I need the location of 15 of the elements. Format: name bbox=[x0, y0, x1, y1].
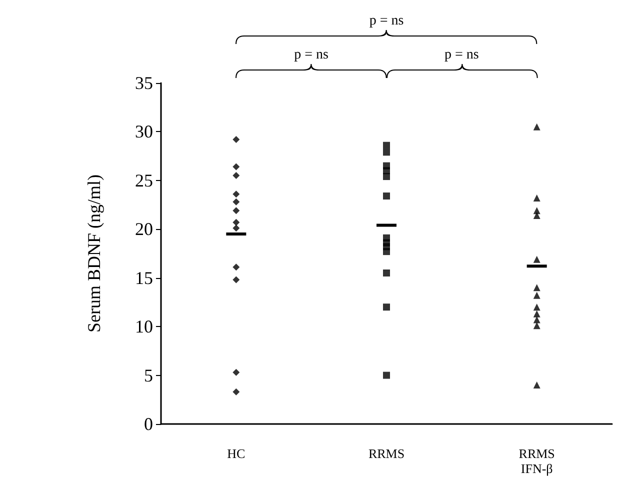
x-tick-label: RRMS IFN-β bbox=[518, 446, 555, 476]
y-tick-label: 30 bbox=[135, 122, 153, 142]
text: p = ns bbox=[369, 14, 404, 28]
y-tick-label: 20 bbox=[135, 219, 153, 240]
text: p = ns bbox=[444, 48, 479, 62]
y-tick-label: 25 bbox=[135, 170, 153, 190]
text: p = ns bbox=[294, 48, 329, 62]
y-tick-label: 10 bbox=[135, 316, 153, 337]
y-tick-label: 35 bbox=[135, 73, 153, 93]
y-tick-label: 0 bbox=[144, 414, 153, 434]
x-tick-label: HC bbox=[227, 446, 246, 461]
y-axis-title: Serum BDNF (ng/ml) bbox=[84, 174, 104, 333]
y-tick-label: 5 bbox=[144, 365, 153, 386]
x-tick-label: RRMS bbox=[368, 446, 405, 461]
y-tick-label: 15 bbox=[135, 268, 153, 288]
